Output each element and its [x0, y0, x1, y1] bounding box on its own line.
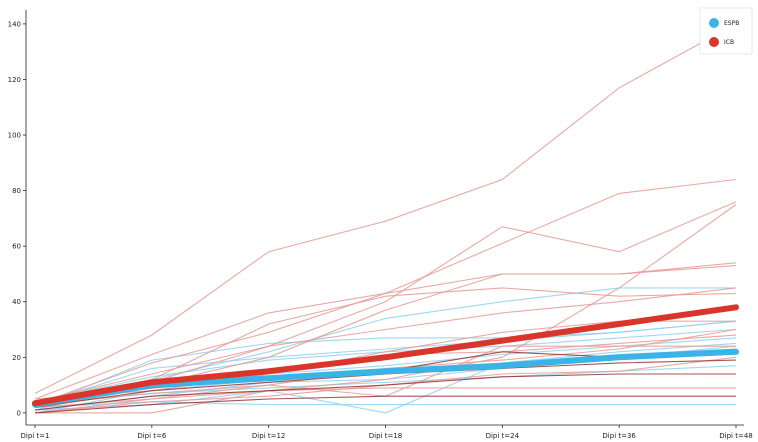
y-axis-ticks: 0 20 40 60 80 100 120 140 [8, 20, 26, 417]
icb-individual-line [34, 373, 736, 411]
x-tick-label: Dipi t=48 [719, 432, 752, 440]
icb-individual-line [34, 201, 737, 403]
icb-mean-line [32, 304, 739, 407]
legend: ESPB ICB [699, 7, 753, 55]
icb-individual-line [34, 395, 736, 414]
x-tick-label: Dipi t=6 [137, 432, 167, 440]
x-tick-label: Dipi t=1 [20, 432, 49, 440]
x-tick-label: Dipi t=12 [252, 432, 285, 440]
x-axis-ticks: Dipi t=1 Dipi t=6 Dipi t=12 Dipi t=18 Dipi t… [20, 425, 753, 440]
x-tick-label: Dipi t=24 [486, 432, 520, 440]
icb-individual-line [35, 204, 737, 414]
y-tick-label: 20 [12, 354, 21, 362]
legend-label: ESPB [724, 20, 739, 27]
icb-individual-line [34, 23, 737, 394]
y-tick-label: 60 [12, 243, 21, 251]
x-tick-label: Dipi t=36 [602, 432, 636, 440]
series-lines [32, 23, 739, 414]
y-tick-label: 120 [8, 76, 21, 84]
espb-individual-line [34, 320, 737, 406]
y-tick-label: 80 [12, 187, 21, 195]
y-tick-label: 0 [17, 409, 21, 417]
icb-individual-line [34, 387, 736, 408]
legend-box [699, 7, 753, 55]
y-tick-label: 100 [8, 132, 21, 140]
legend-marker [709, 18, 719, 28]
y-tick-label: 40 [12, 298, 21, 306]
legend-marker [709, 37, 719, 47]
icb-individual-line [34, 265, 737, 406]
y-tick-label: 140 [8, 20, 21, 28]
x-tick-label: Dipi t=18 [369, 432, 402, 440]
legend-label: ICB [724, 39, 734, 46]
